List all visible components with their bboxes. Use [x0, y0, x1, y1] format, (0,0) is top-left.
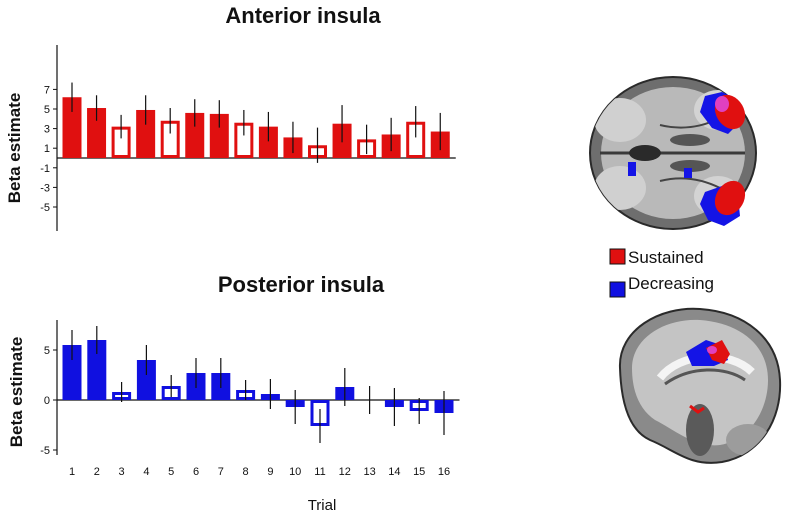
x-tick-label: 4 — [143, 466, 149, 478]
legend-sustained-swatch — [609, 248, 626, 265]
axial-overlap-spot — [715, 96, 729, 112]
posterior-y-axis-label: Beta estimate — [7, 337, 26, 448]
x-axis-label: Trial — [308, 497, 337, 514]
axial-brain-image — [589, 76, 757, 230]
x-tick-label: 12 — [339, 466, 351, 478]
x-tick-label: 6 — [193, 466, 199, 478]
posterior-bar — [62, 345, 82, 400]
anterior-y-tick-label: -3 — [40, 182, 50, 194]
x-tick-label: 10 — [289, 466, 301, 478]
x-tick-label: 9 — [267, 466, 273, 478]
legend-decreasing-swatch — [609, 281, 626, 298]
anterior-bar — [136, 109, 156, 158]
anterior-y-tick-label: 3 — [44, 124, 50, 136]
anterior-y-tick-label: 7 — [44, 84, 50, 96]
x-tick-label: 1 — [69, 466, 75, 478]
x-tick-label: 13 — [363, 466, 375, 478]
posterior-y-tick-label: 0 — [44, 395, 50, 407]
x-tick-label: 16 — [438, 466, 450, 478]
legend-sustained-label: Sustained — [628, 248, 704, 267]
x-tick-label: 14 — [388, 466, 400, 478]
axial-blue-spot-2 — [684, 168, 692, 178]
anterior-y-axis-label: Beta estimate — [5, 93, 24, 204]
anterior-y-tick-label: 5 — [44, 104, 50, 116]
x-tick-label: 8 — [243, 466, 249, 478]
posterior-insula-title: Posterior insula — [218, 272, 385, 297]
anterior-y-tick-label: -1 — [40, 163, 50, 175]
x-tick-label: 2 — [94, 466, 100, 478]
posterior-y-tick-label: -5 — [40, 445, 50, 457]
posterior-bar — [87, 340, 107, 400]
axial-blue-spot — [628, 162, 636, 176]
x-tick-label: 15 — [413, 466, 425, 478]
posterior-plot-area: 50-51 2 3 4 5 6 7 8 9 10 11 12 13 14 15 16 — [40, 320, 460, 478]
anterior-y-tick-label: 1 — [44, 143, 50, 155]
anterior-bar — [87, 108, 107, 158]
legend: Sustained Decreasing — [609, 248, 714, 298]
x-tick-label: 11 — [314, 466, 325, 478]
anterior-insula-title: Anterior insula — [225, 3, 381, 28]
anterior-bar — [62, 97, 82, 158]
axial-red-cluster-lower — [714, 180, 746, 216]
posterior-y-tick-label: 5 — [44, 345, 50, 357]
sagittal-brain-image — [618, 307, 782, 464]
x-tick-label: 5 — [168, 466, 174, 478]
sagittal-red-spot — [689, 404, 705, 414]
legend-decreasing-label: Decreasing — [628, 274, 714, 293]
anterior-plot-area: 7 5 3 1 -1 -3 -5 — [40, 45, 456, 231]
posterior-insula-chart: Posterior insula Beta estimate 50-51 2 3 4 5… — [7, 272, 460, 514]
anterior-bar — [258, 126, 278, 158]
anterior-bar — [185, 112, 205, 158]
anterior-y-tick-label: -5 — [40, 202, 50, 214]
posterior-bar — [136, 360, 156, 400]
sagittal-overlap-spot — [707, 346, 717, 354]
x-tick-label: 3 — [119, 466, 125, 478]
anterior-bar — [209, 113, 229, 158]
anterior-insula-chart: Anterior insula Beta estimate 7 5 3 1 -1 -3 -5 — [5, 3, 456, 231]
x-tick-label: 7 — [218, 466, 224, 478]
